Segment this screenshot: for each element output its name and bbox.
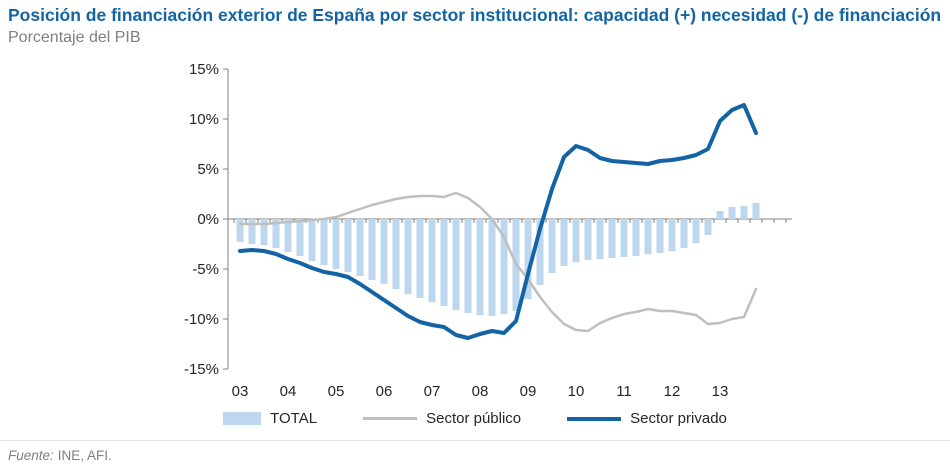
legend-item-sector-publico: Sector público bbox=[363, 410, 521, 427]
total-bar bbox=[656, 219, 664, 253]
x-axis-label: 05 bbox=[328, 383, 345, 400]
total-bar bbox=[548, 219, 556, 273]
y-axis-label: -15% bbox=[184, 361, 219, 378]
total-bar bbox=[596, 219, 604, 259]
total-bar bbox=[308, 219, 316, 261]
total-bar bbox=[296, 219, 304, 256]
total-bar bbox=[524, 219, 532, 299]
y-axis-label: 5% bbox=[197, 161, 219, 178]
total-bar bbox=[500, 219, 508, 314]
sector-publico-line bbox=[238, 191, 758, 333]
legend-label-sector-privado: Sector privado bbox=[630, 410, 727, 427]
total-bar bbox=[368, 219, 376, 280]
total-bar bbox=[716, 211, 724, 219]
source-text: INE, AFI. bbox=[57, 448, 112, 463]
total-bar bbox=[584, 219, 592, 260]
total-bar bbox=[428, 219, 436, 302]
y-axis-label: -10% bbox=[184, 311, 219, 328]
total-bar bbox=[452, 219, 460, 310]
total-bar bbox=[620, 219, 628, 257]
x-axis-label: 04 bbox=[280, 383, 297, 400]
total-bar bbox=[344, 219, 352, 272]
total-bar bbox=[536, 219, 544, 285]
x-axis-label: 10 bbox=[568, 383, 585, 400]
total-bar bbox=[644, 219, 652, 254]
total-bar bbox=[704, 219, 712, 235]
total-bar bbox=[272, 219, 280, 248]
total-bar bbox=[632, 219, 640, 256]
total-bar bbox=[392, 219, 400, 289]
y-axis-label: 10% bbox=[189, 111, 219, 128]
total-bar bbox=[464, 219, 472, 313]
total-bar bbox=[356, 219, 364, 276]
source-note: Fuente: INE, AFI. bbox=[0, 440, 950, 463]
total-bar bbox=[572, 219, 580, 262]
total-bar bbox=[476, 219, 484, 315]
total-bar bbox=[740, 206, 748, 219]
total-bar bbox=[320, 219, 328, 265]
financing-chart: 15% 10% 5% 0% -5% -10% -15% 03 04 05 06 07 08 09 10 11 1… bbox=[184, 61, 792, 400]
total-bar bbox=[608, 219, 616, 258]
total-bar bbox=[248, 219, 256, 244]
total-bar bbox=[488, 219, 496, 316]
total-bar bbox=[752, 203, 760, 219]
total-bar bbox=[692, 219, 700, 243]
total-bar bbox=[260, 219, 268, 245]
page-title: Posición de financiación exterior de Esp… bbox=[8, 5, 942, 25]
x-axis-label: 09 bbox=[520, 383, 537, 400]
total-bar bbox=[728, 207, 736, 219]
x-axis-label: 11 bbox=[616, 383, 632, 400]
x-axis-label: 06 bbox=[376, 383, 393, 400]
total-bar bbox=[332, 219, 340, 269]
total-bar bbox=[560, 219, 568, 266]
sector-privado-line bbox=[238, 103, 758, 340]
total-bar-swatch-icon bbox=[223, 412, 262, 425]
x-axis-label: 07 bbox=[424, 383, 441, 400]
y-axis-label: -5% bbox=[192, 261, 219, 278]
x-axis-label: 13 bbox=[712, 383, 729, 400]
total-bar bbox=[380, 219, 388, 284]
x-axis-label: 12 bbox=[664, 383, 681, 400]
total-bar bbox=[668, 219, 676, 251]
x-axis-label: 03 bbox=[232, 383, 249, 400]
total-bar bbox=[284, 219, 292, 252]
total-bar bbox=[404, 219, 412, 294]
total-bar bbox=[440, 219, 448, 306]
legend-item-sector-privado: Sector privado bbox=[567, 410, 727, 427]
chart-legend: TOTAL Sector público Sector privado bbox=[0, 410, 950, 427]
x-axis-label: 08 bbox=[472, 383, 489, 400]
legend-label-total: TOTAL bbox=[270, 410, 318, 427]
y-axis-label: 15% bbox=[189, 61, 219, 78]
private-line-swatch-icon bbox=[567, 416, 622, 421]
legend-item-total: TOTAL bbox=[223, 410, 317, 427]
total-bar bbox=[680, 219, 688, 248]
total-bar bbox=[236, 219, 244, 242]
public-line-swatch-icon bbox=[363, 417, 418, 420]
legend-label-sector-publico: Sector público bbox=[426, 410, 522, 427]
page-subtitle: Porcentaje del PIB bbox=[8, 29, 141, 46]
source-prefix: Fuente: bbox=[8, 448, 54, 463]
total-bar bbox=[416, 219, 424, 298]
y-axis-label: 0% bbox=[197, 211, 219, 228]
